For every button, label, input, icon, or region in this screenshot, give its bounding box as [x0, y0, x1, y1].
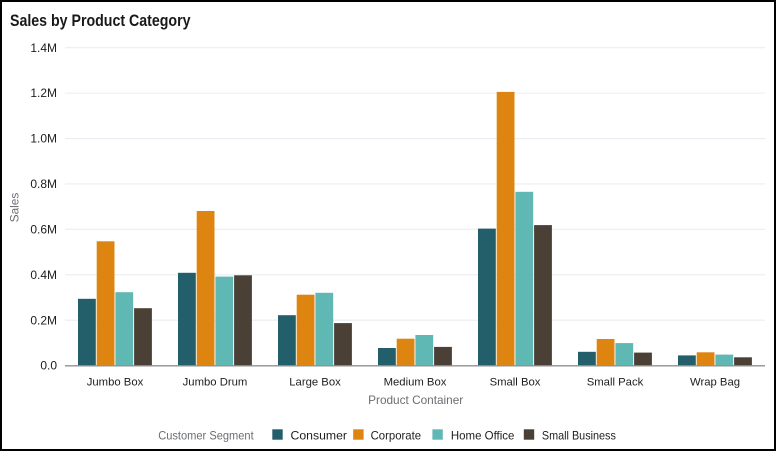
svg-text:Sales by Product Category: Sales by Product Category	[10, 11, 191, 30]
svg-text:1.2M: 1.2M	[30, 86, 57, 100]
svg-text:0.4M: 0.4M	[30, 268, 57, 282]
svg-text:Jumbo Box: Jumbo Box	[87, 377, 144, 389]
svg-text:0.0: 0.0	[40, 359, 57, 373]
svg-text:Small Pack: Small Pack	[587, 377, 644, 389]
svg-text:Jumbo Drum: Jumbo Drum	[183, 377, 248, 389]
svg-text:Product Container: Product Container	[368, 393, 463, 407]
svg-text:Corporate: Corporate	[371, 428, 422, 442]
svg-text:Large Box: Large Box	[289, 377, 341, 389]
svg-text:0.8M: 0.8M	[30, 177, 57, 191]
svg-text:Small Business: Small Business	[542, 428, 616, 442]
svg-text:Consumer: Consumer	[291, 428, 348, 442]
svg-text:0.2M: 0.2M	[30, 313, 57, 327]
svg-text:Home Office: Home Office	[451, 428, 515, 442]
svg-text:Small Box: Small Box	[490, 377, 541, 389]
svg-text:1.4M: 1.4M	[30, 41, 57, 55]
svg-text:1.0M: 1.0M	[30, 132, 57, 146]
svg-text:Wrap Bag: Wrap Bag	[690, 377, 740, 389]
svg-text:Medium Box: Medium Box	[384, 377, 447, 389]
svg-text:Customer Segment: Customer Segment	[158, 430, 254, 442]
svg-text:0.6M: 0.6M	[30, 222, 57, 236]
svg-text:Sales: Sales	[8, 193, 22, 223]
